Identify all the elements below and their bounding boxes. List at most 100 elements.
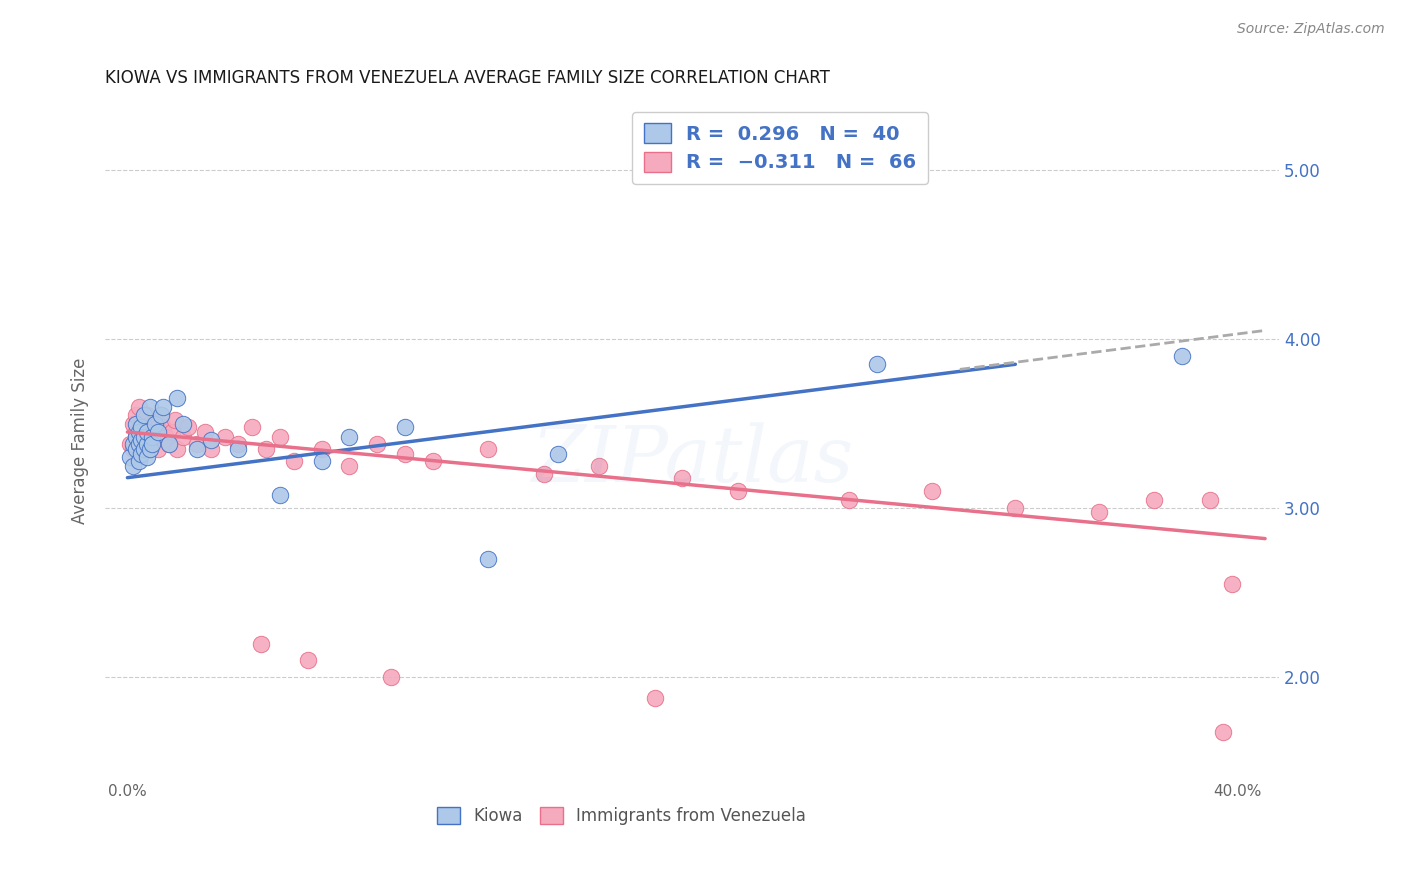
Point — [588, 458, 610, 473]
Point — [141, 437, 163, 451]
Legend: Kiowa, Immigrants from Venezuela: Kiowa, Immigrants from Venezuela — [430, 800, 813, 831]
Point — [135, 430, 157, 444]
Point — [128, 454, 150, 468]
Point — [228, 437, 250, 451]
Point — [163, 413, 186, 427]
Point — [122, 417, 145, 431]
Point — [143, 413, 166, 427]
Point — [644, 690, 666, 705]
Point — [141, 430, 163, 444]
Point — [122, 458, 145, 473]
Point — [129, 420, 152, 434]
Y-axis label: Average Family Size: Average Family Size — [72, 358, 89, 524]
Point — [394, 420, 416, 434]
Point — [135, 450, 157, 465]
Text: KIOWA VS IMMIGRANTS FROM VENEZUELA AVERAGE FAMILY SIZE CORRELATION CHART: KIOWA VS IMMIGRANTS FROM VENEZUELA AVERA… — [105, 69, 830, 87]
Point — [1143, 492, 1166, 507]
Point — [132, 408, 155, 422]
Text: ZIPatlas: ZIPatlas — [531, 423, 853, 499]
Point — [129, 442, 152, 456]
Point — [547, 447, 569, 461]
Point — [128, 400, 150, 414]
Point — [120, 437, 142, 451]
Point — [477, 552, 499, 566]
Point — [138, 442, 160, 456]
Point — [132, 430, 155, 444]
Point — [149, 408, 172, 422]
Point — [228, 442, 250, 456]
Point — [311, 454, 333, 468]
Point — [125, 430, 148, 444]
Point — [120, 450, 142, 465]
Point — [339, 458, 361, 473]
Point — [366, 437, 388, 451]
Point — [1220, 577, 1243, 591]
Point — [166, 391, 188, 405]
Point — [249, 636, 271, 650]
Point — [727, 484, 749, 499]
Point — [921, 484, 943, 499]
Point — [129, 417, 152, 431]
Point — [135, 425, 157, 439]
Text: Source: ZipAtlas.com: Source: ZipAtlas.com — [1237, 22, 1385, 37]
Point — [149, 430, 172, 444]
Point — [157, 437, 180, 451]
Point — [149, 408, 172, 422]
Point — [533, 467, 555, 482]
Point — [240, 420, 263, 434]
Point — [283, 454, 305, 468]
Point — [146, 420, 169, 434]
Point — [1004, 501, 1026, 516]
Point — [138, 417, 160, 431]
Point — [143, 430, 166, 444]
Point — [146, 425, 169, 439]
Point — [132, 425, 155, 439]
Point — [160, 425, 183, 439]
Point — [311, 442, 333, 456]
Point — [143, 417, 166, 431]
Point — [138, 442, 160, 456]
Point — [671, 471, 693, 485]
Point — [214, 430, 236, 444]
Point — [141, 437, 163, 451]
Point — [1212, 724, 1234, 739]
Point — [152, 420, 174, 434]
Point — [135, 420, 157, 434]
Point — [172, 417, 194, 431]
Point — [177, 420, 200, 434]
Point — [166, 442, 188, 456]
Point — [394, 447, 416, 461]
Point — [200, 434, 222, 448]
Point — [339, 430, 361, 444]
Point — [132, 437, 155, 451]
Point — [380, 670, 402, 684]
Point — [135, 408, 157, 422]
Point — [128, 437, 150, 451]
Point — [838, 492, 860, 507]
Point — [172, 430, 194, 444]
Point — [138, 400, 160, 414]
Point — [269, 487, 291, 501]
Point — [129, 430, 152, 444]
Point — [128, 437, 150, 451]
Point — [865, 357, 887, 371]
Point — [125, 408, 148, 422]
Point — [157, 437, 180, 451]
Point — [141, 425, 163, 439]
Point — [194, 425, 217, 439]
Point — [122, 437, 145, 451]
Point — [138, 434, 160, 448]
Point — [128, 425, 150, 439]
Point — [129, 434, 152, 448]
Point — [125, 417, 148, 431]
Point — [477, 442, 499, 456]
Point — [1198, 492, 1220, 507]
Point — [125, 425, 148, 439]
Point — [122, 442, 145, 456]
Point — [125, 430, 148, 444]
Point — [152, 400, 174, 414]
Point — [200, 442, 222, 456]
Point — [129, 447, 152, 461]
Point — [297, 653, 319, 667]
Point — [155, 430, 177, 444]
